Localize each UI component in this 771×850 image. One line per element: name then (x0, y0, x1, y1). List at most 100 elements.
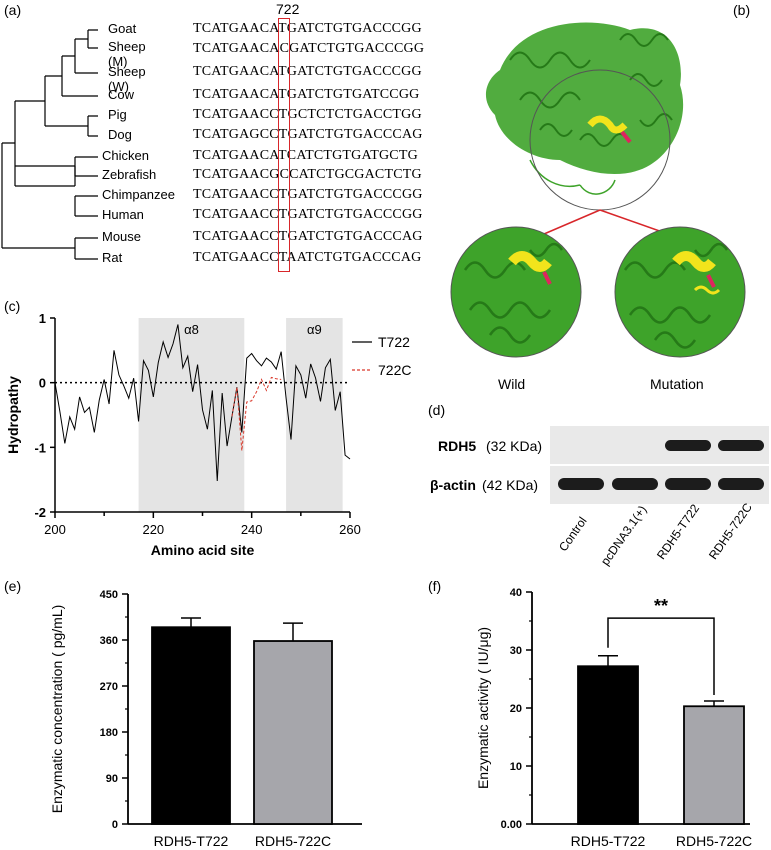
bar (253, 640, 333, 825)
blot-band (612, 478, 658, 490)
blot-row-size: (42 KDa) (482, 477, 539, 493)
y-tick-label: -2 (34, 505, 46, 520)
blot-row-label: β-actin (430, 477, 476, 493)
lane-label: pcDNA3.1(+) (598, 502, 650, 569)
y-tick-label: 30 (510, 645, 522, 657)
legend-label: T722 (378, 334, 410, 350)
y-tick-label: 0.00 (501, 819, 522, 831)
enzyme-concentration-chart: 0 90 180 270 360 450 RDH5-T722 RDH5-722C Enzymat… (49, 589, 362, 849)
highlight-helix (587, 115, 628, 134)
panel-label-c: (c) (4, 298, 21, 314)
sequence-row: TCATGAACCTGATCTGTGACCCAG (193, 229, 423, 244)
significance-label: ** (654, 596, 668, 616)
bar (577, 665, 639, 825)
phylogenetic-tree (1, 29, 98, 260)
bar (683, 705, 745, 825)
species-label: Zebrafish (102, 167, 157, 182)
sequence-row: TCATGAACCTGATCTGTGACCCGG (193, 207, 423, 222)
blot-band (718, 478, 764, 490)
y-axis-label: Hydropathy (5, 376, 21, 454)
y-tick-label: 10 (510, 761, 522, 773)
y-tick-label: 0 (112, 819, 118, 831)
alignment-panel: Goat Sheep (M) Sheep (W) Cow Pig Dog Chi… (0, 0, 430, 290)
x-tick-label: 200 (44, 522, 66, 537)
sequence-row: TCATGAACGCCATCTGCGACTCTG (193, 167, 422, 182)
blot-band (718, 440, 764, 451)
blot-strip-rdh5 (550, 426, 769, 464)
hydropathy-chart: α8 α9 1 0 -1 -2 200 220 240 260 Amino acid site Hyd… (5, 311, 411, 558)
x-tick-label: RDH5-T722 (571, 833, 646, 849)
x-tick-label: RDH5-722C (255, 833, 331, 849)
sequence-row: TCATGAACATGATCTGTGACCCGG (193, 21, 422, 36)
x-tick-label: RDH5-722C (676, 833, 752, 849)
species-label: Sheep (W) (108, 64, 146, 94)
region-label: α8 (184, 322, 199, 337)
sequence-row: TCATGAACATGATCTGTGATCCGG (193, 87, 420, 102)
western-blot-panel: RDH5 (32 KDa) β-actin (42 KDa) Control p… (428, 420, 771, 580)
panel-label-d: (d) (428, 402, 446, 418)
sequence-row: TCATGAACCTGATCTGTGACCCGG (193, 187, 423, 202)
wild-label: Wild (498, 376, 526, 392)
y-tick-label: 450 (100, 589, 118, 601)
species-label: Goat (108, 21, 137, 36)
site-label: 722 (276, 1, 300, 17)
x-tick-label: 220 (142, 522, 164, 537)
series-line (54, 324, 351, 481)
mutation-site-mark (620, 130, 632, 144)
species-label: Cow (108, 87, 135, 102)
panel-label-e: (e) (4, 578, 22, 594)
species-label: Rat (102, 250, 123, 265)
y-tick-label: 40 (510, 587, 522, 599)
mutation-site-box (278, 18, 290, 272)
blot-band (665, 440, 711, 451)
protein-main-structure (485, 22, 684, 195)
x-tick-label: RDH5-T722 (154, 833, 229, 849)
enzyme-activity-chart: 0.00 10 20 30 40 RDH5-T722 RDH5-722C Enzymatic … (475, 587, 752, 849)
species-label: Dog (108, 127, 132, 142)
legend-label: 722C (378, 362, 411, 378)
sequence-row: TCATGAGCCTGATCTGTGACCCAG (193, 127, 423, 142)
species-label: Chimpanzee (102, 187, 175, 202)
y-tick-label: -1 (34, 440, 46, 455)
sequence-row: TCATGAACCTGCTCTCTGACCTGG (193, 107, 422, 122)
blot-row-label: RDH5 (438, 438, 477, 454)
y-axis-label: Enzymatic concentration ( pg/mL) (49, 605, 65, 814)
mutation-structure (614, 226, 746, 358)
species-label: Human (102, 207, 144, 222)
blot-row-size: (32 KDa) (486, 438, 543, 454)
significance-bracket (607, 617, 715, 696)
y-axis-label: Enzymatic activity ( IU/μg) (475, 627, 491, 789)
y-tick-label: 90 (106, 773, 118, 785)
x-tick-label: 260 (339, 522, 361, 537)
species-label: Sheep (M) (108, 39, 146, 69)
x-tick-label: 240 (241, 522, 263, 537)
series-line (231, 376, 282, 451)
sequence-row: TCATGAACATGATCTGTGACCCGG (193, 64, 422, 79)
region-label: α9 (307, 322, 322, 337)
sequence-row: TCATGAACACGATCTGTGACCCGG (193, 41, 425, 56)
y-tick-label: 180 (100, 727, 118, 739)
panel-label-b: (b) (733, 2, 751, 18)
shaded-region (138, 318, 245, 512)
bar (151, 626, 231, 825)
species-label: Chicken (102, 148, 149, 163)
y-tick-label: 360 (100, 635, 118, 647)
panel-label-f: (f) (428, 578, 442, 594)
lane-label: Control (556, 514, 590, 555)
species-label: Mouse (102, 229, 142, 244)
species-label: Pig (108, 107, 127, 122)
sequence-row: TCATGAACCTAATCTGTGACCCAG (193, 250, 422, 265)
blot-strip-actin (550, 466, 769, 504)
blot-band (558, 478, 604, 490)
y-tick-label: 270 (100, 681, 118, 693)
lane-label: RDH5-T722 (654, 501, 703, 563)
panel-label-a: (a) (4, 2, 22, 18)
lane-label: RDH5-722C (706, 500, 755, 563)
blot-band (665, 478, 711, 490)
x-axis-label: Amino acid site (151, 542, 255, 558)
mutation-label: Mutation (650, 376, 704, 392)
y-tick-label: 0 (39, 376, 46, 391)
y-tick-label: 20 (510, 703, 522, 715)
wild-structure (450, 226, 582, 358)
y-tick-label: 1 (39, 311, 46, 326)
